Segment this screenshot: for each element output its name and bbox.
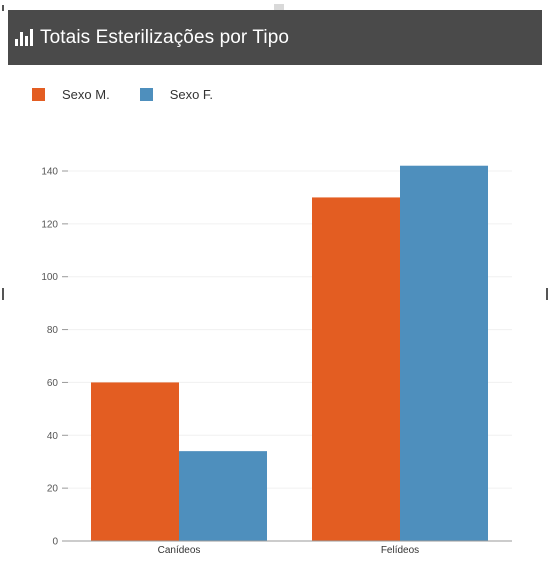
legend-label-sexo-m: Sexo M. — [62, 87, 110, 102]
y-tick-label-140: 140 — [41, 167, 58, 178]
bar-sexo-m-1 — [312, 197, 400, 541]
bar-sexo-f-1 — [400, 165, 488, 541]
legend-item-sexo-f[interactable]: Sexo F. — [139, 87, 214, 102]
legend-swatch-sexo-f — [139, 88, 153, 101]
y-tick-label-0: 0 — [52, 537, 58, 548]
panel-title: Totais Esterilizações por Tipo — [40, 26, 290, 48]
y-tick-label-60: 60 — [47, 378, 59, 389]
y-tick-label-20: 20 — [47, 484, 59, 495]
legend-item-sexo-m[interactable]: Sexo M. — [32, 87, 110, 102]
x-tick-label-0: Canídeos — [158, 545, 201, 556]
left-edge-mark — [2, 5, 4, 11]
bar-chart-icon — [14, 28, 34, 48]
legend-swatch-sexo-m — [32, 88, 45, 101]
bar-sexo-m-0 — [91, 382, 179, 541]
x-tick-label-1: Felídeos — [381, 545, 419, 556]
y-tick-label-100: 100 — [41, 272, 58, 283]
legend-label-sexo-f: Sexo F. — [169, 87, 214, 102]
bar-sexo-f-0 — [179, 451, 267, 541]
y-tick-label-80: 80 — [47, 325, 59, 336]
right-side-marker — [546, 288, 548, 300]
chart-legend: Sexo M. Sexo F. — [32, 87, 243, 102]
y-tick-label-120: 120 — [41, 219, 58, 230]
left-side-marker — [2, 288, 4, 300]
resize-grip[interactable] — [274, 4, 284, 10]
window-top-strip — [0, 0, 550, 10]
y-tick-label-40: 40 — [47, 431, 59, 442]
panel-header: Totais Esterilizações por Tipo — [8, 10, 542, 65]
